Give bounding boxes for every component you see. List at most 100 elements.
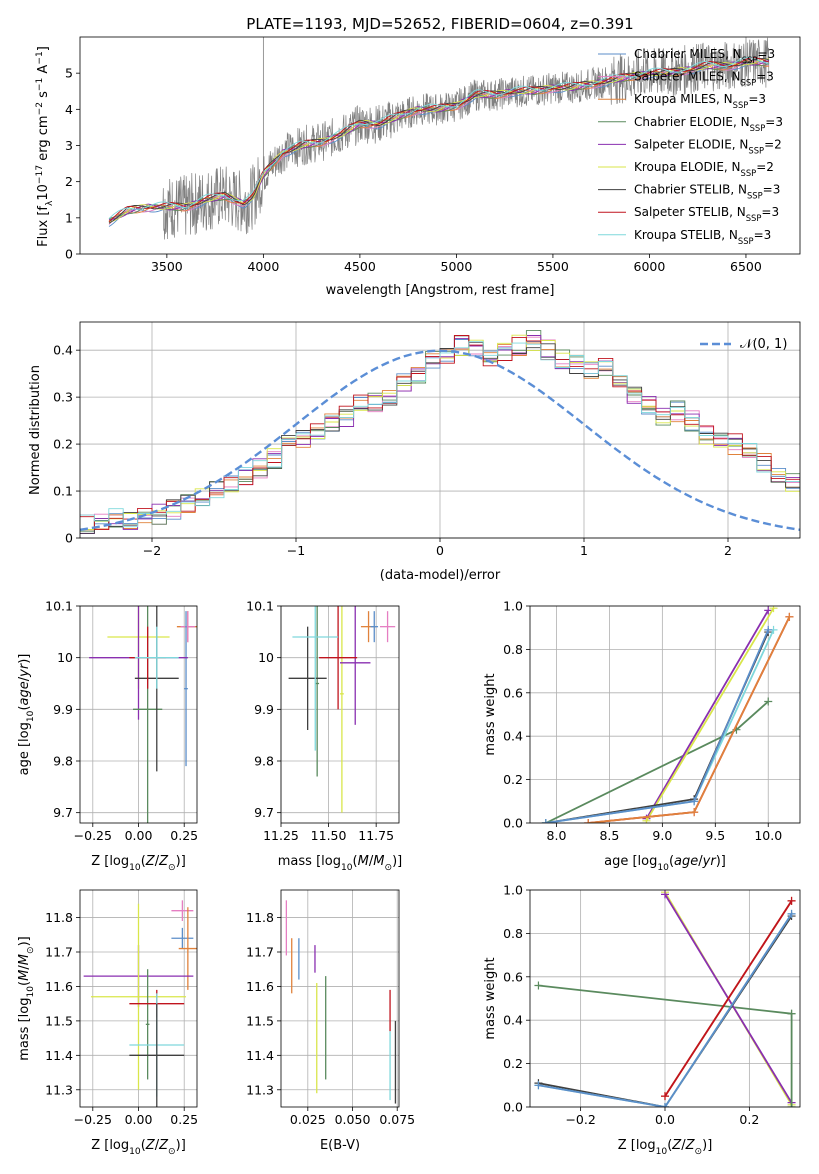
y-axis-label: mass [log10(M/M⊙)] (17, 936, 36, 1060)
x-tick-label: −0.2 (565, 1112, 595, 1127)
y-tick-label: 1.0 (503, 883, 523, 898)
series-marker (787, 1009, 796, 1018)
series-marker (787, 909, 796, 918)
y-tick-label: 11.5 (246, 1013, 274, 1028)
x-tick-label: 6000 (634, 259, 666, 274)
axes-frame (529, 605, 801, 824)
normal-distribution-curve (79, 349, 801, 531)
y-tick-label: 11.3 (246, 1082, 274, 1097)
y-tick-label: 11.8 (246, 910, 274, 925)
series-chabrier-elodie (787, 1009, 796, 1107)
y-tick-label: 4 (65, 102, 73, 117)
x-tick-label: 0.2 (739, 1112, 759, 1127)
mass-vs-ebv-panel: 0.025 0.050 0.075 11.3 11.4 11.5 11.6 11.7 11.8 E… (246, 889, 415, 1153)
legend-label: Chabrier STELIB, NSSP=3 (634, 183, 780, 201)
x-tick-label: 0.0 (655, 1112, 675, 1127)
series-line (588, 616, 791, 823)
series-chabrier-miles (541, 625, 773, 823)
model-line-chabrier-elodie (108, 60, 770, 220)
y-tick-label: 10 (258, 650, 274, 665)
age-vs-mass-panel: 11.25 11.50 11.75 9.7 9.8 9.9 10 10.1 mass [log1… (246, 599, 402, 874)
series-line (645, 607, 775, 822)
x-tick-label: 0.075 (379, 1112, 415, 1127)
y-tick-label: 0.1 (53, 484, 73, 499)
y-axis-label: age [log10(age/yr)] (17, 654, 36, 776)
model-line-kroupa-miles (108, 60, 770, 222)
histogram-salpeter-miles (80, 336, 800, 527)
axes-frame (79, 321, 801, 539)
x-tick-label: 0.25 (170, 1112, 198, 1127)
legend-label: 𝒩(0, 1) (740, 337, 787, 352)
x-axis-label: E(B-V) (320, 1138, 360, 1153)
y-tick-label: 0.2 (53, 437, 73, 452)
errorbar-kroupa-elodie (90, 903, 187, 1090)
errorbar-kroupa-miles (178, 907, 197, 990)
series-marker (764, 625, 773, 634)
x-axis-label: mass [log10(M/M⊙)] (278, 854, 402, 873)
histogram-chabrier-miles (80, 339, 800, 525)
axes-frame (79, 36, 801, 255)
x-tick-label: 10.0 (754, 828, 782, 843)
x-tick-label: 0.00 (125, 828, 153, 843)
series-kroupa-miles (584, 612, 794, 823)
x-axis-label: (data-model)/error (380, 568, 501, 583)
x-tick-label: 5500 (537, 259, 569, 274)
y-tick-label: 0.4 (53, 343, 73, 358)
y-tick-label: 11.7 (45, 945, 73, 960)
y-tick-label: 9.7 (254, 805, 274, 820)
y-tick-label: 0.2 (503, 1056, 523, 1071)
y-tick-label: 0.0 (503, 816, 523, 831)
spectrum-panel: 3500 4000 4500 5000 5500 6000 6500 0 1 2 3 4 5 Chabri… (35, 36, 801, 298)
series-salpeter-stelib (661, 896, 796, 1101)
age-vs-metallicity-panel: −0.25 0.00 0.25 9.7 9.8 9.9 10 10.1 Z [log10(Z/Z… (17, 599, 198, 874)
histogram-kroupa-stelib (80, 341, 800, 528)
y-tick-label: 9.8 (53, 754, 73, 769)
y-tick-label: 10 (57, 650, 73, 665)
axes-frame (280, 889, 400, 1108)
errorbar-kroupa-elodie (340, 606, 344, 813)
x-tick-label: 0.050 (335, 1112, 371, 1127)
y-tick-label: 1.0 (503, 599, 523, 614)
y-tick-label: 11.7 (246, 945, 274, 960)
axes-frame (79, 889, 198, 1108)
y-tick-label: 0 (65, 247, 73, 262)
series-marker (787, 1103, 796, 1107)
y-tick-label: 3 (65, 138, 73, 153)
errorbar-chabrier-miles (184, 611, 188, 767)
x-axis-label: age [log10(age/yr)] (604, 854, 726, 873)
x-axis-label: Z [log10(Z/Z⊙)] (91, 1138, 186, 1157)
y-tick-label: 0.8 (503, 926, 523, 941)
x-tick-label: −0.25 (74, 1112, 112, 1127)
x-axis-label: Z [log10(Z/Z⊙)] (91, 854, 186, 873)
x-tick-label: 0.025 (290, 1112, 326, 1127)
y-tick-label: 9.9 (53, 702, 73, 717)
series-marker (541, 819, 550, 823)
errorbar-chabrier-miles (171, 927, 194, 949)
series-line (538, 984, 792, 1015)
series-line (645, 609, 769, 820)
errorbar-salpeter-stelib (319, 606, 358, 710)
y-axis-label: mass weight (483, 957, 498, 1039)
legend-label: Kroupa STELIB, NSSP=3 (634, 228, 771, 246)
errorbar-kroupa-stelib (134, 626, 179, 689)
y-tick-label: 0.2 (503, 772, 523, 787)
y-tick-label: 11.6 (45, 979, 73, 994)
x-tick-label: 0.25 (170, 828, 198, 843)
series-line (538, 913, 793, 1107)
mass-weight-vs-age-panel: 8.0 8.5 9.0 9.5 10.0 0.0 0.2 0.4 0.6 0.8 1.0 age [l… (483, 599, 801, 873)
series-line (545, 629, 770, 823)
y-tick-label: 11.5 (45, 1013, 73, 1028)
series-line (664, 900, 793, 1097)
y-tick-label: 0.6 (503, 969, 523, 984)
series-salpeter-elodie (642, 606, 773, 823)
y-tick-label: 0.6 (503, 685, 523, 700)
residual-histogram-panel: −2 −1 0 1 2 0 0.1 0.2 0.3 0.4 𝒩(0, 1) (data-model)/… (28, 321, 801, 583)
axes-frame (79, 605, 198, 824)
series-marker (661, 1103, 669, 1107)
mass-weight-vs-metallicity-panel: −0.2 0.0 0.2 0.0 0.2 0.4 0.6 0.8 1.0 Z [log10(Z/Z… (483, 883, 801, 1157)
errorbar-chabrier-elodie (145, 969, 150, 1080)
y-tick-label: 11.4 (246, 1048, 274, 1063)
x-tick-label: 6500 (730, 259, 762, 274)
x-tick-label: 0.00 (125, 1112, 153, 1127)
